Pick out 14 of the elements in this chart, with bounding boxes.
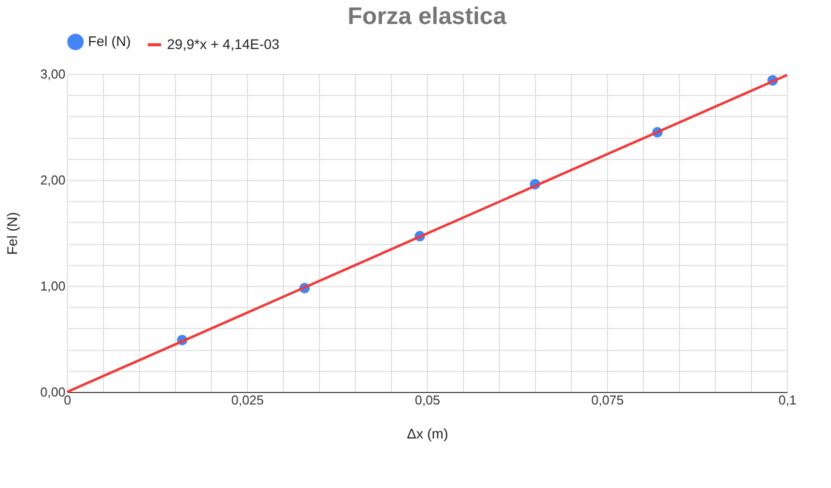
- x-tick-label: 0,05: [414, 392, 440, 408]
- y-tick-label: 0,00: [40, 384, 66, 400]
- y-tick-label: 3,00: [40, 66, 66, 82]
- y-tick-label: 1,00: [40, 278, 66, 294]
- legend-label: 29,9*x + 4,14E-03: [167, 36, 280, 52]
- y-axis-title: Fel (N): [4, 212, 20, 255]
- legend-label: Fel (N): [88, 32, 131, 49]
- x-tick-label: 0,025: [231, 392, 264, 408]
- y-tick-label: 2,00: [40, 172, 66, 188]
- chart-title: Forza elastica: [348, 3, 508, 30]
- x-tick-label: 0,1: [778, 392, 797, 408]
- x-axis-title: Δx (m): [406, 426, 448, 442]
- x-tick-label: 0,075: [591, 392, 624, 408]
- x-tick-label: 0: [64, 392, 72, 408]
